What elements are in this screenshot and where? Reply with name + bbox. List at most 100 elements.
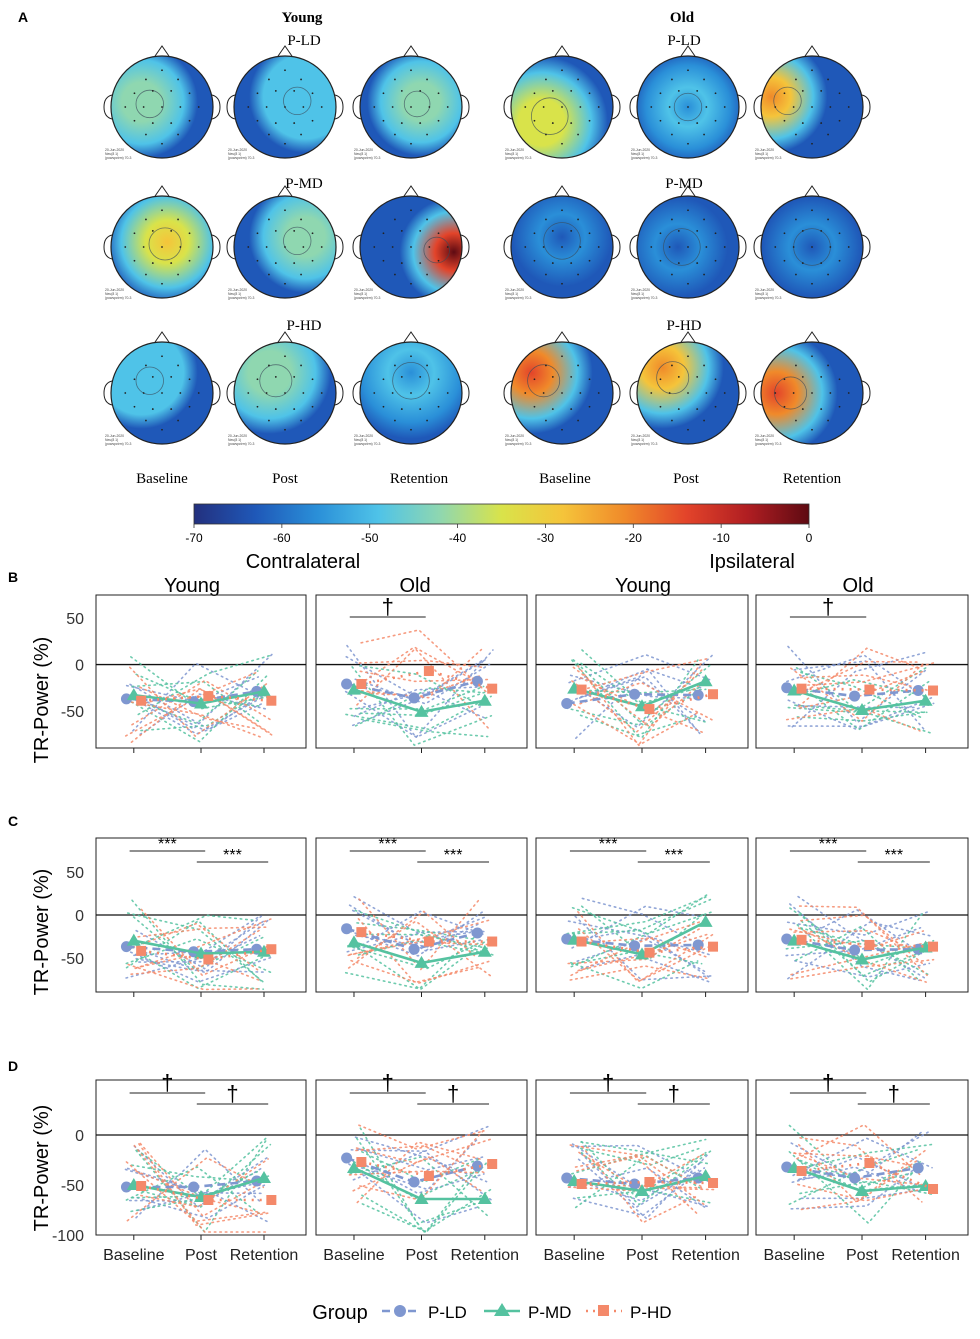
electrode-dot: [145, 419, 147, 422]
topomap-caption: 20-Jun-2020: [354, 434, 373, 438]
facet-title-contra-young: Young: [164, 575, 220, 597]
topomap-caption: 20-Jun-2020: [105, 434, 124, 438]
mean-marker-pmd: [477, 944, 492, 957]
subject-line-p-hd: [797, 1183, 919, 1202]
subject-line-p-ld: [136, 1190, 270, 1224]
electrode-dot: [300, 133, 302, 136]
electrode-dot: [170, 90, 173, 92]
topomap-caption: Neu(8 1): [505, 438, 518, 442]
electrode-dot: [533, 378, 536, 381]
topomap-caption: (powspctrm) 70-3: [354, 442, 380, 446]
colorbar-tick-label: -70: [185, 531, 203, 545]
topomap-left-ear: [226, 94, 236, 120]
subject-line-p-ld: [354, 1136, 488, 1183]
topomap-contour: [148, 227, 182, 261]
topomap-left-ear: [226, 234, 236, 260]
subject-line-p-ld: [791, 651, 928, 728]
electrode-dot: [124, 392, 127, 394]
electrode-dot: [650, 246, 653, 248]
electrode-dot: [783, 92, 786, 95]
subject-line-p-hd: [132, 922, 259, 971]
electrode-dot: [542, 392, 545, 394]
electrode-dot: [703, 419, 705, 422]
subject-line-p-md: [125, 914, 257, 952]
legend-marker-pmd: [494, 1303, 510, 1316]
electrode-dot: [723, 106, 726, 108]
topomap-column-label-young-post: Post: [272, 471, 299, 487]
electrode-dot: [783, 405, 786, 408]
electrode-dot: [410, 392, 412, 394]
mean-marker-phd: [136, 1181, 147, 1191]
subject-line-p-ld: [352, 1124, 491, 1181]
mean-marker-pld: [341, 678, 353, 690]
electrode-dot: [419, 376, 422, 378]
subject-line-p-md: [140, 693, 261, 732]
subject-line-p-hd: [129, 666, 269, 738]
topomap-contour: [283, 86, 312, 116]
topomap-row-title-young-pld: P-LD: [287, 33, 321, 49]
mean-marker-pld: [561, 697, 573, 709]
mean-marker-pld: [408, 1176, 420, 1188]
subject-line-p-ld: [351, 909, 486, 945]
electrode-dot: [723, 246, 726, 248]
legend: Group P-LD P-MD P-HD: [312, 1302, 671, 1324]
electrode-dot: [426, 218, 428, 221]
electrode-dot: [597, 392, 600, 394]
electrode-dot: [437, 232, 440, 235]
topomap-nose: [678, 185, 698, 200]
subject-line-p-hd: [347, 919, 492, 957]
facet-frame: [95, 1079, 307, 1236]
topomap-caption: 20-Jun-2020: [354, 148, 373, 152]
significance-label: ***: [664, 847, 683, 864]
electrode-dot: [847, 246, 850, 248]
subject-line-p-md: [571, 893, 709, 935]
subject-line-p-hd: [349, 941, 489, 956]
legend-label-pmd: P-MD: [528, 1303, 571, 1322]
electrode-dot: [533, 119, 536, 122]
subject-line-p-ld: [361, 1162, 485, 1195]
subject-line-p-ld: [574, 654, 713, 729]
electrode-dot: [820, 90, 823, 92]
electrode-dot: [811, 209, 813, 212]
topomap-right-ear: [737, 380, 747, 406]
topomap-left-ear: [352, 380, 362, 406]
mean-marker-pld: [408, 692, 420, 704]
electrode-dot: [687, 355, 689, 358]
electrode-dot: [410, 209, 412, 212]
electrode-dot: [256, 405, 259, 408]
electrode-dot: [188, 92, 191, 95]
electrode-dot: [256, 92, 259, 95]
topomap-caption: 20-Jun-2020: [228, 288, 247, 292]
topomap-left-ear: [629, 94, 639, 120]
electrode-dot: [570, 122, 573, 124]
electrode-dot: [265, 106, 268, 108]
electrode-dot: [533, 232, 536, 235]
electrode-dot: [400, 376, 403, 378]
topomap-caption: 20-Jun-2020: [505, 434, 524, 438]
subject-line-p-hd: [581, 657, 709, 691]
subject-line-p-md: [580, 905, 706, 961]
subject-line-p-hd: [790, 661, 926, 723]
subject-line-p-ld: [346, 930, 489, 953]
topomap-right-ear: [861, 94, 871, 120]
electrode-dot: [838, 378, 841, 381]
y-tick-label: 0: [75, 1128, 84, 1145]
electrode-dot: [446, 246, 449, 248]
electrode-dot: [133, 378, 136, 381]
electrode-dot: [311, 232, 314, 235]
electrode-dot: [811, 428, 813, 431]
x-tick-label: Baseline: [323, 1247, 384, 1264]
subject-line-p-md: [344, 930, 482, 990]
electrode-dot: [801, 262, 804, 264]
significance-label: ***: [599, 836, 618, 853]
topomap-row-title-old-pmd: P-MD: [665, 176, 703, 192]
topomap-caption: Neu(8 1): [354, 292, 367, 296]
subject-line-p-md: [131, 670, 259, 725]
electrode-dot: [659, 378, 662, 381]
subject-line-p-md: [356, 922, 478, 941]
subject-line-p-hd: [138, 1143, 272, 1227]
subject-line-p-hd: [355, 648, 483, 699]
electrode-dot: [783, 119, 786, 122]
electrode-dot: [300, 364, 302, 367]
electrode-dot: [687, 282, 689, 285]
